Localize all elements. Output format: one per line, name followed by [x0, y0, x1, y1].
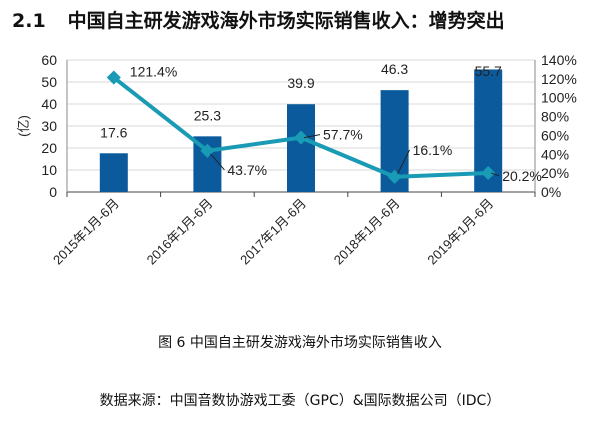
bar-data-label: 39.9: [287, 75, 314, 91]
bar-data-label: 55.7: [475, 63, 502, 79]
figure-caption: 图 6 中国自主研发游戏海外市场实际销售收入: [158, 335, 442, 351]
bar-data-label: 17.6: [100, 124, 127, 140]
leader-line: [491, 172, 500, 177]
bar: [287, 104, 315, 192]
line-data-label: 57.7%: [323, 127, 363, 143]
y2-tick-label: 100%: [541, 90, 577, 106]
data-source: 数据来源：中国音数协游戏工委（GPC）&国际数据公司（IDC）: [99, 393, 501, 409]
x-tick-label: 2015年1月-6月: [50, 196, 122, 268]
section-title: 中国自主研发游戏海外市场实际销售收入：增势突出: [67, 10, 505, 32]
line-data-label: 43.7%: [227, 162, 267, 178]
x-tick-label: 2018年1月-6月: [331, 196, 403, 268]
line-data-label: 16.1%: [413, 142, 453, 158]
x-tick-label: 2017年1月-6月: [237, 196, 309, 268]
line-data-label: 20.2%: [502, 168, 542, 184]
line-marker: [481, 165, 496, 181]
y-tick-label: 50: [41, 74, 57, 90]
bar: [99, 153, 128, 192]
section-number: 2.1: [12, 10, 46, 32]
y-axis-label: (亿): [16, 115, 31, 137]
leader-line: [303, 134, 321, 139]
y-tick-label: 10: [41, 162, 57, 178]
section-heading: 2.1 中国自主研发游戏海外市场实际销售收入：增势突出: [12, 6, 505, 33]
y2-tick-label: 40%: [541, 146, 569, 162]
bar-data-label: 25.3: [194, 107, 221, 123]
y-tick-label: 60: [41, 52, 57, 68]
leader-line: [210, 153, 225, 171]
y-tick-label: 40: [41, 96, 57, 112]
x-tick-label: 2016年1月-6月: [144, 196, 216, 268]
line-data-label: 121.4%: [130, 64, 177, 80]
line-marker: [293, 130, 309, 145]
y2-tick-label: 140%: [541, 52, 577, 68]
y2-tick-label: 80%: [541, 109, 569, 125]
y-tick-label: 0: [49, 184, 57, 200]
y-tick-label: 20: [41, 140, 57, 156]
x-tick-label: 2019年1月-6月: [424, 196, 496, 268]
y2-tick-label: 60%: [541, 127, 569, 143]
y2-tick-label: 120%: [541, 71, 577, 87]
leader-line: [397, 149, 411, 175]
chart: 0 10 20 30 40 50 60 0% 20% 40% 60% 80% 100% 120% 140% (…: [16, 52, 577, 268]
y-tick-label: 30: [41, 118, 57, 134]
bar-data-label: 46.3: [381, 61, 408, 77]
y2-tick-label: 20%: [541, 165, 569, 181]
y2-tick-label: 0%: [541, 184, 561, 200]
